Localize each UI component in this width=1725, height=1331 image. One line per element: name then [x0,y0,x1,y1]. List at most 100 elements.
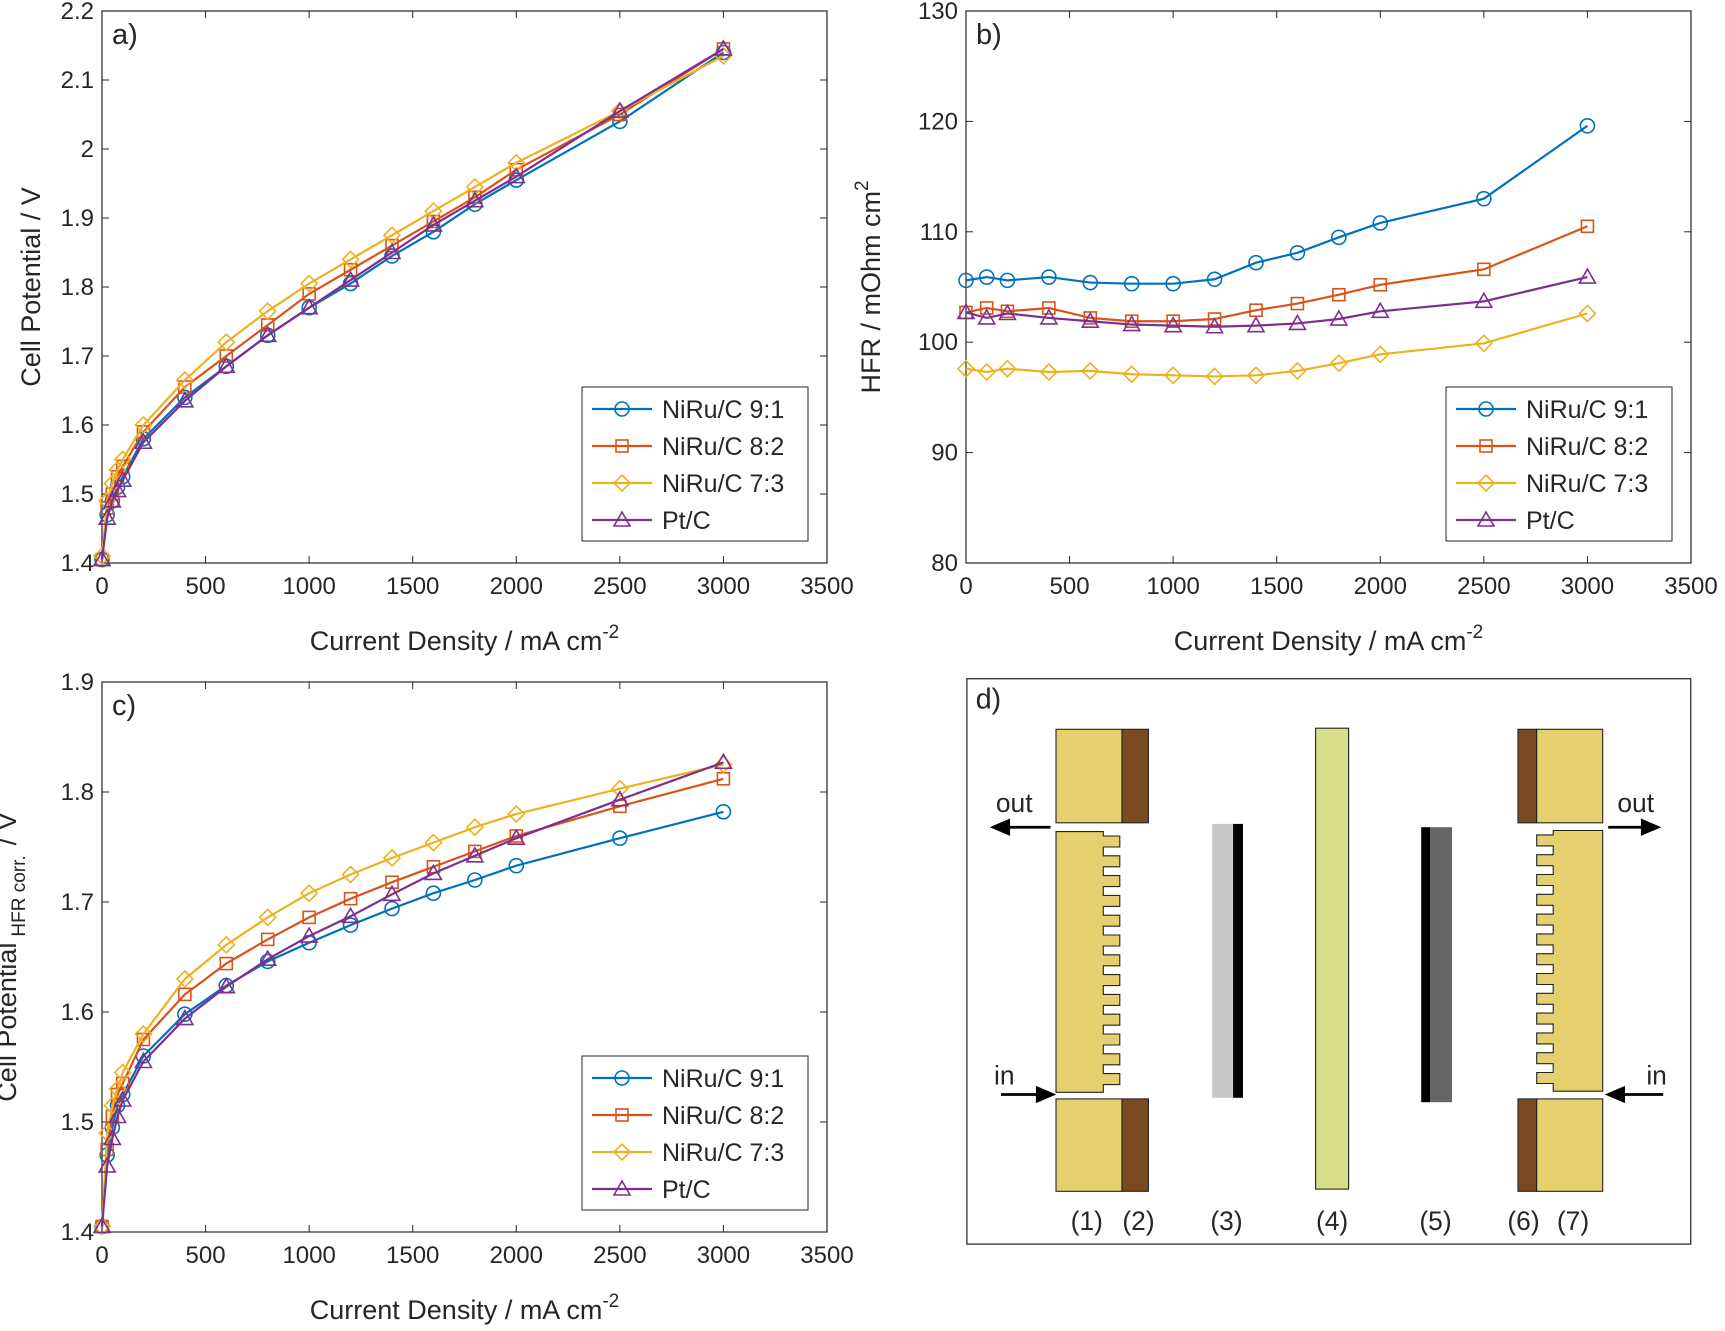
x-axis-label-text: Current Density / mA cm [310,626,603,656]
marker [1288,313,1307,331]
y-tick-label: 1.5 [61,1109,94,1136]
x-tick-label: 2500 [593,1242,646,1269]
marker [424,863,443,881]
marker [956,359,976,378]
marker [102,1128,122,1146]
marker [1205,317,1224,334]
marker [612,1142,632,1162]
marker [1288,361,1307,381]
legend: NiRu/C 9:1 NiRu/C 8:2 NiRu/C 7:3 Pt/C [581,1055,809,1211]
component-label: (1) [1071,1206,1103,1236]
marker [343,262,358,277]
x-tick-label: 500 [186,573,226,600]
marker [108,480,127,498]
marker [468,844,482,859]
marker [1081,361,1100,381]
y-tick-label: 1.9 [61,205,94,232]
current-collector [1121,728,1149,824]
legend-label: NiRu/C 7:3 [662,1139,784,1167]
panel-label: c) [112,690,136,722]
marker [175,391,195,408]
marker [382,242,402,260]
x-tick-label: 0 [95,1242,108,1269]
marker [1122,365,1141,384]
y-axis-label: Cell Potential / V [16,187,46,387]
component-label: (2) [1122,1206,1154,1236]
marker [1476,510,1496,527]
marker [92,549,112,567]
component-label: (7) [1557,1206,1589,1236]
legend-label: NiRu/C 9:1 [662,396,784,424]
marker [382,884,402,902]
x-axis-label-text: Current Density / mA cm [1174,626,1467,656]
marker [506,166,526,184]
x-tick-label: 1000 [1146,573,1199,600]
marker [1329,354,1348,373]
labels: out in out in (1) (2) (3) (4) (5) (6) (7… [994,788,1667,1236]
arrows [989,818,1664,1104]
marker [1474,334,1493,353]
marker [134,432,153,450]
x-axis-label: Current Density / mA cm-2 [310,1291,619,1325]
series-line [100,48,724,560]
marker [610,779,629,798]
marker [1246,316,1266,333]
y-tick-label: 1.7 [61,343,94,370]
marker [508,857,525,874]
marker [467,872,483,888]
marker [113,450,132,469]
marker [1039,362,1058,382]
marker [1476,190,1492,207]
x-axis-label-text: Current Density / mA cm [310,1295,603,1325]
x-tick-label: 3500 [1664,573,1717,600]
marker [1478,401,1494,417]
y-tick-label: 2.1 [61,67,94,94]
marker [1163,316,1183,333]
marker [1329,309,1349,326]
x-tick-label: 2500 [593,573,646,600]
marker [258,302,277,321]
marker [714,755,733,774]
flow-label: in [1646,1061,1667,1091]
legend-label: NiRu/C 9:1 [662,1065,784,1093]
arrow-head [1035,1085,1057,1104]
marker [506,828,526,846]
x-axis-label: Current Density / mA cm-2 [310,622,619,656]
marker [134,1051,153,1069]
marker [341,270,360,287]
marker [1580,219,1595,234]
marker [1479,439,1493,453]
x-tick-label: 1500 [386,573,439,600]
legend-label: NiRu/C 8:2 [1526,433,1648,461]
marker [217,333,236,352]
x-axis-label-superscript: -2 [602,622,619,643]
marker [1165,275,1181,292]
marker [258,325,278,343]
marker [1207,312,1222,326]
y-axis-label: Cell Potential HFR corr. / V [0,812,30,1101]
marker [108,1079,127,1099]
marker [1041,269,1057,285]
marker [1082,274,1099,291]
y-tick-label: 2 [81,136,94,163]
x-tick-label: 1000 [282,573,335,600]
flow-label: out [996,788,1033,818]
marker [958,272,974,289]
marker [343,891,358,906]
marker [1205,367,1224,386]
flow-field [1536,829,1604,1092]
catalyst-layer [1233,823,1243,1098]
marker [108,1106,127,1124]
y-tick-label: 1.4 [61,1219,94,1246]
arrow-head [1640,818,1662,836]
marker [1370,301,1390,319]
marker [1080,311,1100,329]
marker [92,546,112,566]
legend: NiRu/C 9:1 NiRu/C 8:2 NiRu/C 7:3 Pt/C [1445,386,1673,542]
x-tick-label: 500 [186,1242,226,1269]
membrane [1315,727,1350,1190]
x-tick-label: 500 [1050,573,1090,600]
end-plate [1536,1098,1604,1192]
legend-label: Pt/C [662,507,711,535]
